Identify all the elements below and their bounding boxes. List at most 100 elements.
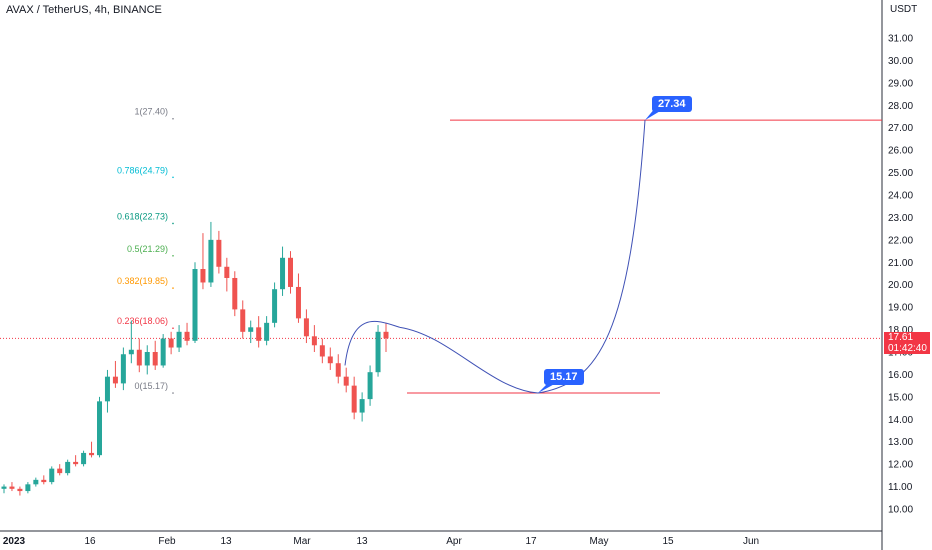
y-tick-label: 23.00 — [888, 213, 913, 224]
y-tick-label: 27.00 — [888, 123, 913, 134]
candle-body — [25, 484, 31, 492]
candle-body — [319, 345, 325, 357]
candle-body — [248, 327, 254, 332]
fib-level-dot — [172, 327, 174, 330]
target-callout-high[interactable]: 27.34 — [652, 96, 692, 112]
candle-body — [97, 401, 102, 456]
candle-body — [136, 349, 142, 366]
y-tick-label: 28.00 — [888, 101, 913, 112]
fib-level-label: 0.786(24.79) — [117, 165, 168, 175]
candle-body — [49, 468, 55, 483]
candle-body — [343, 376, 349, 386]
candle-body — [73, 461, 79, 465]
fib-level-label: 0.618(22.73) — [117, 211, 168, 221]
fib-level-dot — [172, 222, 174, 225]
candle-body — [144, 352, 150, 366]
fib-level-label: 0.236(18.06) — [117, 316, 168, 326]
candle-body — [81, 452, 87, 465]
current-price-value: 17.61 — [888, 332, 914, 343]
candle-body — [232, 277, 238, 310]
x-tick-label: 13 — [220, 536, 232, 547]
y-tick-label: 13.00 — [888, 437, 913, 448]
y-tick-label: 31.00 — [888, 34, 913, 45]
y-tick-label: 25.00 — [888, 168, 913, 179]
candle-body — [351, 385, 357, 413]
fib-level-dot — [172, 287, 174, 289]
y-tick-label: 30.00 — [888, 56, 913, 67]
candle-body — [104, 376, 110, 402]
current-price-badge: 17.61 01:42:40 — [884, 332, 930, 354]
candle-body — [176, 331, 182, 348]
x-tick-label: Feb — [158, 536, 176, 547]
candle-body — [375, 331, 381, 373]
y-tick-label: 21.00 — [888, 258, 913, 269]
candle-body — [303, 318, 309, 337]
candle-body — [288, 257, 293, 287]
target-callout-low[interactable]: 15.17 — [544, 369, 584, 385]
candle-body — [359, 399, 365, 413]
candle-body — [367, 372, 373, 400]
candle-body — [256, 327, 262, 341]
fib-level-dot — [172, 254, 174, 257]
x-tick-label: 2023 — [3, 536, 26, 547]
candle-body — [192, 269, 198, 341]
candle-body — [152, 352, 158, 366]
y-tick-label: 12.00 — [888, 460, 913, 471]
bar-countdown: 01:42:40 — [888, 343, 927, 354]
y-tick-label: 20.00 — [888, 280, 913, 291]
y-tick-label: 15.00 — [888, 392, 913, 403]
y-tick-label: 14.00 — [888, 415, 913, 426]
candle-body — [295, 286, 301, 319]
fib-level-dot — [172, 392, 174, 394]
fib-level-dot — [172, 117, 174, 120]
y-tick-label: 29.00 — [888, 78, 913, 89]
y-tick-label: 19.00 — [888, 303, 913, 314]
x-tick-label: 16 — [84, 536, 96, 547]
fib-level-label: 0.5(21.29) — [127, 244, 168, 254]
candle-body — [200, 269, 206, 283]
candle-body — [311, 336, 317, 346]
y-tick-label: 16.00 — [888, 370, 913, 381]
candle-body — [1, 486, 7, 489]
x-tick-label: Jun — [743, 536, 759, 547]
price-axis-unit: USDT — [890, 4, 918, 15]
candle-body — [335, 363, 341, 377]
candle-body — [280, 257, 286, 290]
candle-body — [89, 452, 95, 456]
candle-body — [264, 322, 270, 341]
x-tick-label: May — [590, 536, 609, 547]
y-tick-label: 26.00 — [888, 146, 913, 157]
fib-level-dot — [172, 176, 174, 179]
candle-body — [224, 266, 230, 278]
candle-body — [168, 338, 174, 348]
candle-body — [216, 239, 222, 267]
candle-body — [240, 309, 246, 332]
candle-body — [17, 488, 23, 492]
y-tick-label: 11.00 — [888, 482, 913, 493]
candle-body — [41, 479, 47, 483]
fib-level-label: 0(15.17) — [134, 381, 168, 391]
y-tick-label: 22.00 — [888, 235, 913, 246]
candle-body — [9, 486, 15, 489]
candle-body — [383, 331, 389, 339]
fib-level-label: 0.382(19.85) — [117, 276, 168, 286]
candle-body — [160, 338, 166, 366]
candle-body — [33, 479, 39, 485]
y-tick-label: 18.00 — [888, 325, 913, 336]
candle-body — [184, 331, 190, 341]
x-tick-label: 15 — [662, 536, 674, 547]
candle-body — [120, 354, 126, 384]
x-tick-label: Mar — [293, 536, 311, 547]
projection-curve — [344, 120, 646, 394]
x-tick-label: Apr — [446, 536, 462, 547]
x-tick-label: 17 — [525, 536, 537, 547]
candle-body — [208, 239, 214, 283]
candle-body — [128, 349, 134, 355]
x-tick-label: 13 — [356, 536, 368, 547]
candle-body — [65, 461, 71, 474]
fib-level-label: 1(27.40) — [134, 107, 168, 117]
y-tick-label: 10.00 — [888, 505, 913, 516]
candle-body — [112, 376, 118, 384]
y-tick-label: 24.00 — [888, 191, 913, 202]
